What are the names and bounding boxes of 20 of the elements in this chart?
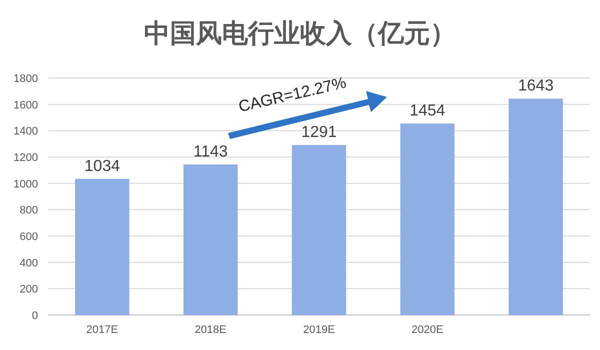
y-tick-label: 1800: [14, 73, 38, 85]
chart-title: 中国风电行业收入（亿元）: [144, 18, 456, 48]
y-tick-label: 800: [20, 204, 38, 217]
y-tick-label: 200: [20, 284, 38, 296]
data-label: 1143: [193, 144, 228, 161]
data-label: 1454: [410, 102, 446, 120]
data-label: 1034: [84, 158, 120, 175]
x-tick-label: 2019E: [303, 324, 335, 336]
y-tick-label: 0: [32, 310, 38, 322]
y-tick-label: 600: [20, 231, 38, 243]
x-tick-label: 2018E: [194, 324, 227, 336]
x-tick-label: 2020E: [411, 324, 444, 336]
y-tick-label: 1200: [14, 152, 38, 164]
y-tick-label: 1000: [14, 178, 38, 190]
x-tick-label: 2017E: [86, 324, 118, 336]
data-label: 1643: [518, 78, 554, 95]
y-tick-label: 400: [20, 257, 38, 270]
y-tick-label: 1600: [14, 99, 38, 112]
data-label: 1291: [301, 124, 337, 142]
y-tick-label: 1400: [14, 126, 38, 138]
